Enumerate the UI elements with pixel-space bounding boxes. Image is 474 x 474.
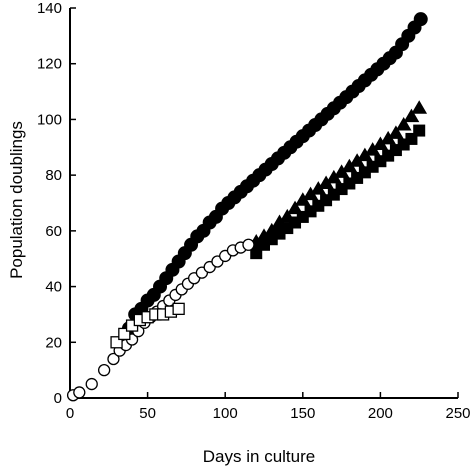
series-filled-triangle [248,100,428,248]
data-point-filled-triangle [403,108,420,123]
data-marks [66,12,428,402]
data-point-open-square [172,302,185,316]
data-point-filled-square [405,132,418,145]
y-tick-label: 80 [45,167,62,184]
y-tick-label: 20 [45,334,62,351]
data-point-open-square [110,336,123,349]
data-point-filled-triangle [395,117,412,131]
data-point-filled-triangle [411,100,428,114]
y-tick-label: 100 [37,111,62,128]
y-tick-label: 0 [54,390,62,407]
data-point-filled-circle [413,12,428,27]
x-tick-label: 250 [445,405,470,422]
data-point-open-square [118,327,131,341]
x-tick-label: 150 [290,405,315,422]
data-point-filled-triangle [287,200,303,215]
y-tick-label: 140 [37,0,62,17]
data-point-filled-triangle [388,125,404,139]
series-filled-square [250,124,426,260]
y-tick-label: 120 [37,56,62,73]
series-open-square [110,302,185,349]
y-tick-label: 40 [45,279,62,296]
axes [69,8,458,399]
x-tick-label: 50 [139,405,156,422]
y-tick-label: 60 [45,223,62,240]
data-point-open-circle [97,363,111,377]
data-point-open-circle [107,352,120,366]
x-tick-label: 100 [213,405,238,422]
data-point-filled-square [413,124,426,137]
data-point-open-circle [242,238,255,251]
data-point-filled-square [250,247,263,260]
data-point-open-circle [85,377,98,391]
x-axis-title: Days in culture [203,447,315,466]
ticks: 0 20 40 60 80 100 120 140 0 50 100 150 200 250 [37,0,471,422]
x-tick-label: 200 [368,405,393,422]
x-tick-label: 0 [66,405,74,422]
data-point-open-circle [73,386,86,399]
y-axis-title: Population doublings [7,121,26,279]
series-filled-circle [121,12,428,336]
